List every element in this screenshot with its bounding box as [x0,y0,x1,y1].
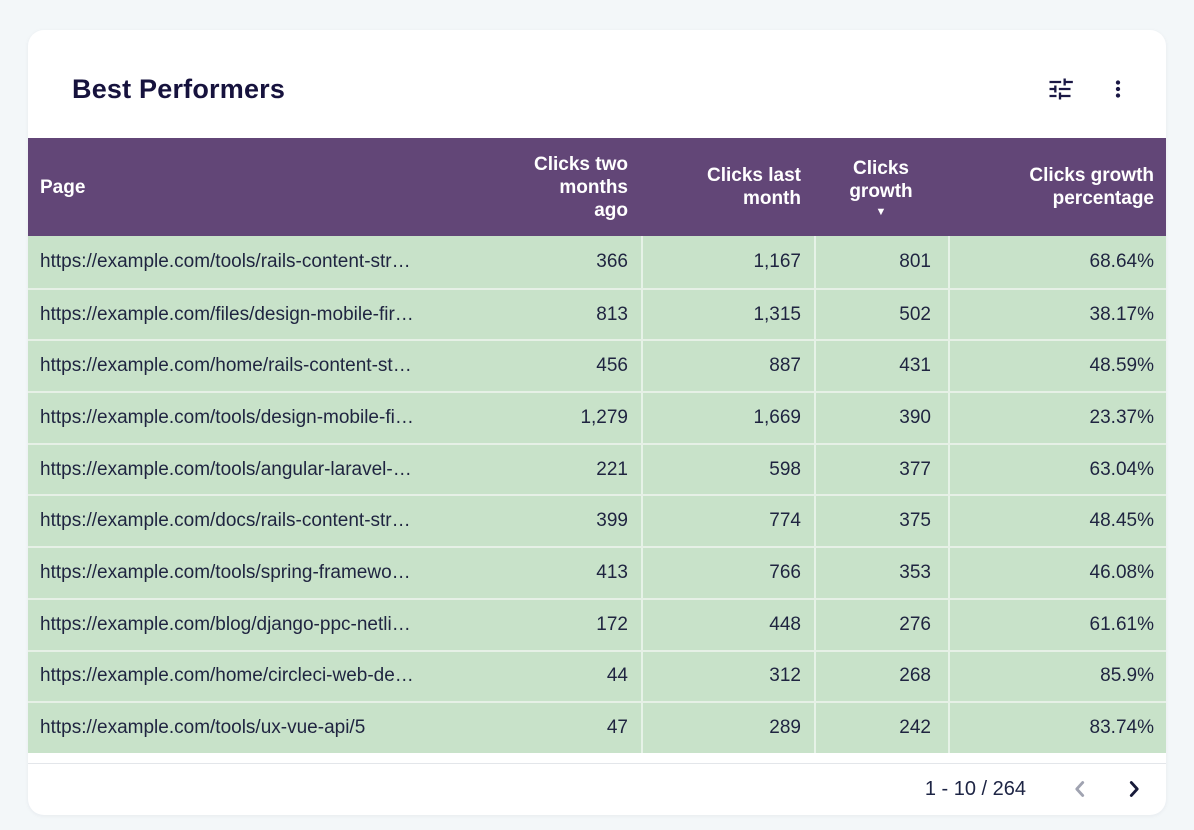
more-vert-icon [1115,80,1121,98]
table-row[interactable]: https://example.com/tools/angular-larave… [28,442,1166,495]
tune-icon [1049,78,1073,100]
cell-clicks-growth-percentage: 63.04% [948,444,1166,495]
pagination-prev-button[interactable] [1066,775,1094,803]
cell-clicks-two-months-ago: 1,279 [580,406,628,428]
column-header-clicks-two-months-ago[interactable]: Clicks two months ago [470,138,641,236]
cell-clicks-growth: 353 [814,548,948,598]
card-title: Best Performers [72,73,286,104]
cell-clicks-growth: 242 [814,703,948,753]
cell-clicks-growth-percentage: 48.45% [948,496,1166,547]
column-header-label: Clicks last month [707,165,801,209]
cell-page: https://example.com/tools/spring-framewo… [40,561,411,583]
cell-clicks-two-months-ago: 413 [596,561,628,583]
column-header-clicks-growth[interactable]: Clicks growth ▼ [814,138,948,236]
cell-clicks-two-months-ago: 456 [596,355,628,377]
cell-clicks-two-months-ago: 221 [596,458,628,480]
column-header-clicks-last-month[interactable]: Clicks last month [641,138,814,236]
cell-clicks-last-month: 887 [641,341,814,392]
cell-clicks-growth: 502 [814,289,948,340]
cell-clicks-two-months-ago: 47 [606,717,628,739]
cell-clicks-growth: 375 [814,496,948,547]
cell-page: https://example.com/tools/design-mobile-… [40,406,414,428]
pagination-next-button[interactable] [1120,775,1148,803]
table-row[interactable]: https://example.com/blog/django-ppc-netl… [28,597,1166,650]
table-row[interactable]: https://example.com/home/rails-content-s… [28,339,1166,392]
cell-clicks-growth-percentage: 48.59% [948,341,1166,392]
chevron-right-icon [1129,781,1139,798]
cell-clicks-growth: 276 [814,599,948,650]
cell-clicks-two-months-ago: 44 [606,665,628,687]
cell-clicks-growth-percentage: 46.08% [948,548,1166,598]
table-row[interactable]: https://example.com/tools/ux-vue-api/5 4… [28,701,1166,753]
cell-clicks-growth-percentage: 85.9% [948,651,1166,702]
cell-clicks-growth-percentage: 68.64% [948,236,1166,288]
cell-clicks-last-month: 1,669 [641,393,814,443]
cell-clicks-last-month: 312 [641,651,814,702]
cell-clicks-growth: 431 [814,341,948,392]
cell-clicks-growth: 377 [814,444,948,495]
cell-page: https://example.com/home/circleci-web-de… [40,665,414,687]
table-row[interactable]: https://example.com/tools/design-mobile-… [28,391,1166,443]
cell-clicks-two-months-ago: 366 [596,250,628,272]
pagination-bar: 1 - 10 / 264 [28,762,1166,815]
cell-clicks-two-months-ago: 813 [596,303,628,325]
cell-clicks-two-months-ago: 172 [596,613,628,635]
cell-page: https://example.com/home/rails-content-s… [40,355,412,377]
table-row[interactable]: https://example.com/tools/rails-content-… [28,236,1166,288]
cell-clicks-growth-percentage: 23.37% [948,393,1166,443]
cell-clicks-growth-percentage: 83.74% [948,703,1166,753]
cell-page: https://example.com/tools/angular-larave… [40,458,412,480]
chevron-left-icon [1075,781,1085,798]
cell-clicks-last-month: 448 [641,599,814,650]
column-header-label: Clicks two months ago [534,153,628,221]
table-body: https://example.com/tools/rails-content-… [28,236,1166,753]
cell-page: https://example.com/blog/django-ppc-netl… [40,613,411,635]
cell-clicks-growth-percentage: 61.61% [948,599,1166,650]
cell-clicks-growth-percentage: 38.17% [948,289,1166,340]
column-header-label: Page [40,176,86,198]
cell-clicks-growth: 801 [814,236,948,288]
card-toolbar [1042,71,1136,107]
sort-desc-icon: ▼ [875,205,887,218]
cell-page: https://example.com/files/design-mobile-… [40,303,414,325]
column-header-clicks-growth-percentage[interactable]: Clicks growth percentage [948,138,1166,236]
table-row[interactable]: https://example.com/files/design-mobile-… [28,287,1166,340]
cell-clicks-last-month: 1,167 [641,236,814,288]
filter-controls-button[interactable] [1042,71,1078,107]
card-header: Best Performers [28,30,1166,138]
cell-clicks-last-month: 598 [641,444,814,495]
more-options-button[interactable] [1100,71,1136,107]
cell-clicks-last-month: 774 [641,496,814,547]
column-header-page[interactable]: Page [28,138,470,236]
cell-page: https://example.com/docs/rails-content-s… [40,510,411,532]
column-header-label: Clicks growth percentage [1029,165,1154,209]
cell-clicks-last-month: 1,315 [641,289,814,340]
cell-clicks-growth: 268 [814,651,948,702]
best-performers-table: Page Clicks two months ago Clicks last m… [28,138,1166,753]
cell-clicks-last-month: 766 [641,548,814,598]
pagination-range: 1 - 10 / 264 [924,777,1026,800]
column-header-label: Clicks growth [849,157,913,202]
cell-page: https://example.com/tools/ux-vue-api/5 [40,717,366,739]
table-row[interactable]: https://example.com/docs/rails-content-s… [28,494,1166,547]
cell-page: https://example.com/tools/rails-content-… [40,250,411,272]
report-card: Best Performers Page Clicks two months a… [28,30,1166,815]
cell-clicks-growth: 390 [814,393,948,443]
cell-clicks-two-months-ago: 399 [596,510,628,532]
table-row[interactable]: https://example.com/tools/spring-framewo… [28,546,1166,598]
table-header-row: Page Clicks two months ago Clicks last m… [28,138,1166,236]
table-row[interactable]: https://example.com/home/circleci-web-de… [28,649,1166,702]
cell-clicks-last-month: 289 [641,703,814,753]
